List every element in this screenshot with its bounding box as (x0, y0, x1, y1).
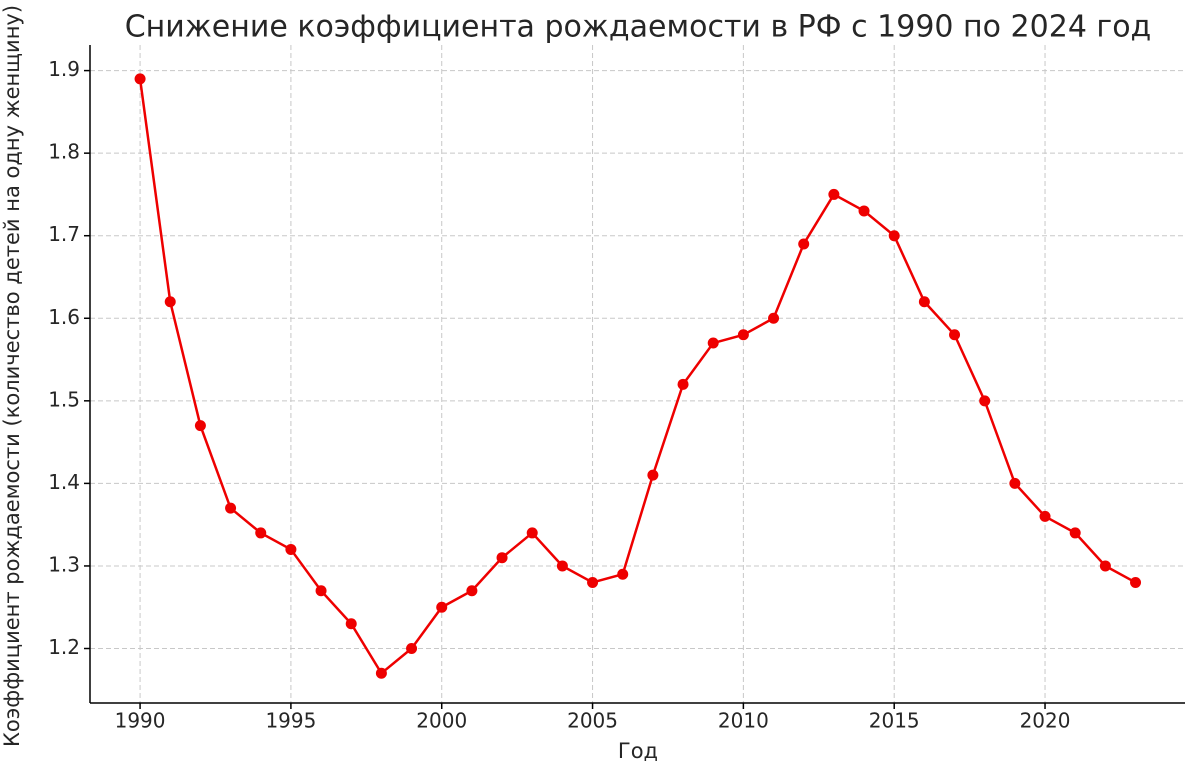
point (436, 601, 448, 613)
point (647, 469, 659, 481)
x-tick-label: 1990 (115, 709, 166, 733)
x-tick-label: 2015 (869, 709, 920, 733)
y-tick-label: 1.6 (48, 305, 80, 329)
y-tick-label: 1.9 (48, 57, 80, 81)
point (255, 527, 267, 539)
point (466, 585, 478, 597)
line (138, 78, 1137, 676)
point (768, 312, 780, 324)
point (1039, 510, 1051, 522)
point (1130, 576, 1142, 588)
point (617, 568, 629, 580)
point (798, 238, 810, 250)
point (918, 296, 930, 308)
point (888, 230, 900, 242)
point (134, 73, 146, 85)
y-axis-label: Коэффициент рождаемости (количество дете… (0, 5, 24, 747)
point (949, 329, 961, 341)
x-tick-label: 2020 (1020, 709, 1071, 733)
y-tick-label: 1.2 (48, 635, 80, 659)
point (526, 527, 538, 539)
point (496, 552, 508, 564)
point (1009, 477, 1021, 489)
point (737, 329, 749, 341)
y-tick-label: 1.4 (48, 470, 80, 494)
y-tick-label: 1.5 (48, 387, 80, 411)
point (285, 543, 297, 555)
x-tick-label: 1995 (265, 709, 316, 733)
chart-title: Снижение коэффициента рождаемости в РФ с… (125, 10, 1152, 45)
point (828, 188, 840, 200)
point (858, 205, 870, 217)
point (979, 395, 991, 407)
y-tick-label: 1.8 (48, 140, 80, 164)
x-tick-label: 2000 (416, 709, 467, 733)
point (225, 502, 237, 514)
point (1069, 527, 1081, 539)
point (707, 337, 719, 349)
y-tick-label: 1.7 (48, 222, 80, 246)
y-tick-label: 1.3 (48, 552, 80, 576)
point (556, 560, 568, 572)
point (587, 576, 599, 588)
x-tick-label: 2010 (718, 709, 769, 733)
point (677, 378, 689, 390)
point (375, 667, 387, 679)
x-axis-label: Год (618, 739, 658, 763)
point (315, 585, 327, 597)
point (345, 618, 357, 630)
point (406, 643, 418, 655)
point (194, 420, 206, 432)
point (164, 296, 176, 308)
x-tick-label: 2005 (567, 709, 618, 733)
point (1099, 560, 1111, 572)
